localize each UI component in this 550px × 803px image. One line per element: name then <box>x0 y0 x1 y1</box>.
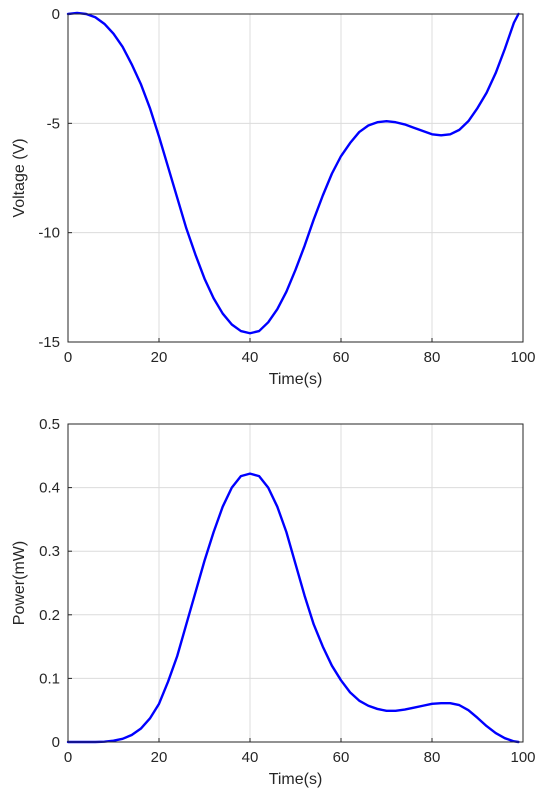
power-y-tick-label: 0.2 <box>39 607 60 624</box>
voltage-y-tick-label: -15 <box>38 334 60 351</box>
power-x-tick-label: 80 <box>424 749 441 766</box>
power-y-axis-label: Power(mW) <box>11 541 28 625</box>
power-y-tick-label: 0.3 <box>39 543 60 560</box>
power-x-tick-label: 60 <box>333 749 350 766</box>
power-axes-box <box>67 423 524 743</box>
power-plot-area <box>68 424 523 742</box>
voltage-x-tick-label: 0 <box>64 349 72 366</box>
voltage-axes-box <box>67 13 524 343</box>
voltage-series-line <box>66 11 520 335</box>
power-x-axis-label: Time(s) <box>269 771 323 788</box>
voltage-plot-area <box>68 14 523 342</box>
power-y-tick-label: 0.4 <box>39 480 60 497</box>
voltage-y-axis-label: Voltage (V) <box>11 138 28 217</box>
power-series-line <box>66 472 520 744</box>
power-x-tick-label: 0 <box>64 749 72 766</box>
voltage-x-tick-label: 40 <box>242 349 259 366</box>
voltage-x-axis-label: Time(s) <box>269 371 323 388</box>
power-plot: 0 20 40 60 80 100 0 0.1 0.2 0.3 0.4 0.5 Time(s) Power… <box>11 416 536 788</box>
voltage-x-tick-label: 20 <box>151 349 168 366</box>
power-x-tick-label: 40 <box>242 749 259 766</box>
voltage-x-tick-label: 60 <box>333 349 350 366</box>
power-y-tick-label: 0.1 <box>39 670 60 687</box>
voltage-x-tick-label: 100 <box>510 349 535 366</box>
power-y-tick-label: 0 <box>52 734 60 751</box>
voltage-plot: 0 20 40 60 80 100 -15 -10 -5 0 Time(s) Voltage (V) <box>11 6 536 388</box>
power-y-tick-label: 0.5 <box>39 416 60 433</box>
voltage-y-tick-label: -5 <box>47 115 60 132</box>
power-x-tick-label: 20 <box>151 749 168 766</box>
voltage-x-tick-label: 80 <box>424 349 441 366</box>
voltage-y-tick-label: -10 <box>38 225 60 242</box>
voltage-y-tick-label: 0 <box>52 6 60 23</box>
power-x-tick-label: 100 <box>510 749 535 766</box>
